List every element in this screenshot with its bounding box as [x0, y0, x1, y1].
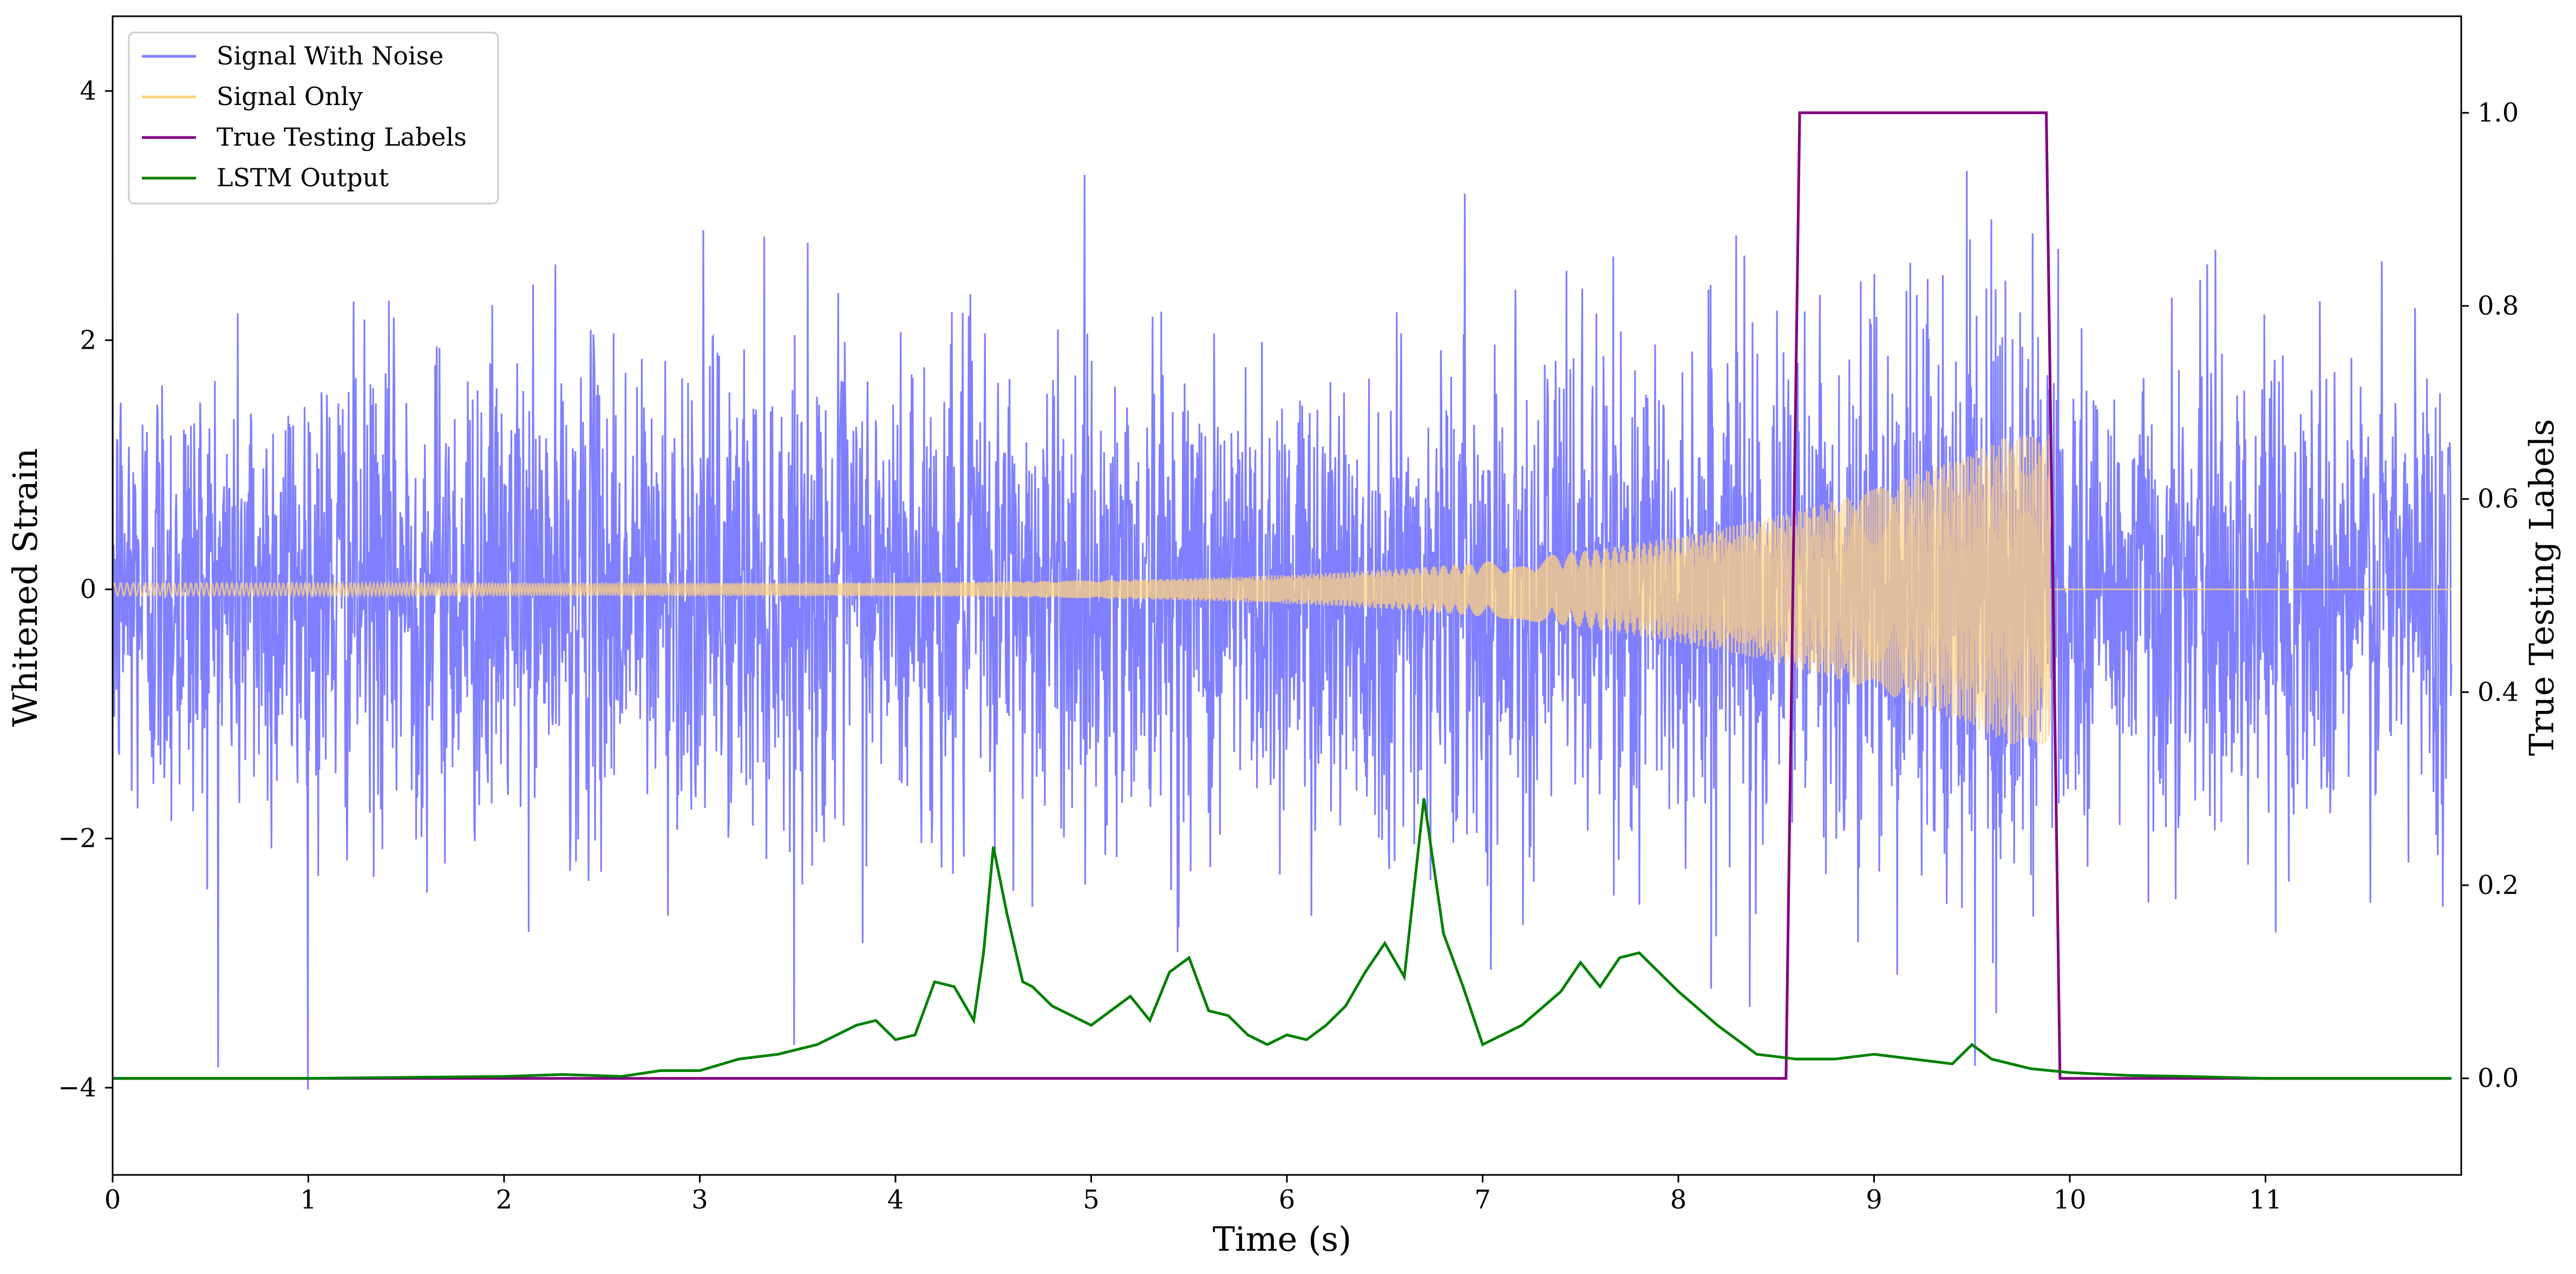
signal-only-line: [112, 434, 2451, 745]
legend-label: Signal Only: [217, 82, 363, 111]
legend-label: True Testing Labels: [217, 122, 467, 152]
legend-box: [128, 31, 499, 205]
x-tick-label: 2: [496, 1185, 513, 1215]
x-tick-label: 8: [1670, 1185, 1687, 1215]
x-tick-label: 7: [1474, 1185, 1491, 1215]
right-y-tick-label: 0.4: [2477, 677, 2519, 707]
right-y-axis-title: True Testing Labels: [2522, 419, 2561, 756]
legend-label: LSTM Output: [217, 163, 389, 192]
lstm-output-line: [113, 798, 2451, 1080]
left-y-tick-label: 2: [80, 325, 96, 355]
right-y-tick-label: 0.2: [2477, 870, 2519, 900]
right-y-tick-label: 1.0: [2477, 97, 2519, 128]
legend-label: Signal With Noise: [217, 41, 443, 70]
left-y-tick-label: −4: [58, 1073, 96, 1103]
true-testing-labels-line: [113, 111, 2451, 1080]
signal-with-noise-series: [112, 171, 2453, 1090]
true-testing-labels-series: [113, 111, 2451, 1080]
left-y-tick-label: 0: [80, 574, 96, 604]
x-tick-label: 1: [300, 1185, 317, 1215]
left-y-tick-label: −2: [58, 824, 96, 854]
right-y-tick-label: 0.8: [2477, 291, 2519, 321]
signal-only-series: [112, 434, 2451, 745]
plot-area: [112, 111, 2453, 1090]
x-tick-label: 3: [691, 1185, 708, 1215]
right-y-tick-label: 0.6: [2477, 484, 2519, 514]
signal-with-noise-line: [112, 171, 2453, 1090]
right-y-axis: 0.0 0.2 0.4 0.6 0.8 1.0: [2461, 97, 2519, 1094]
x-tick-label: 9: [1866, 1185, 1882, 1215]
right-y-tick-label: 0.0: [2477, 1063, 2519, 1094]
x-tick-label: 5: [1083, 1185, 1100, 1215]
x-tick-label: 10: [2053, 1185, 2086, 1215]
left-y-axis-title: Whitened Strain: [5, 448, 45, 727]
lstm-output-series: [113, 798, 2451, 1080]
left-y-tick-label: 4: [80, 76, 96, 106]
x-tick-label: 6: [1279, 1185, 1296, 1215]
x-tick-label: 0: [104, 1185, 121, 1215]
x-axis: 0 1 2 3 4 5 6 7 8 9 10 11: [104, 1175, 2282, 1215]
x-tick-label: 11: [2249, 1185, 2282, 1215]
left-y-axis: −4 −2 0 2 4: [58, 76, 113, 1103]
x-axis-title: Time (s): [1213, 1219, 1352, 1259]
legend: Signal With Noise Signal Only True Testing…: [128, 31, 499, 205]
x-tick-label: 4: [887, 1185, 904, 1215]
